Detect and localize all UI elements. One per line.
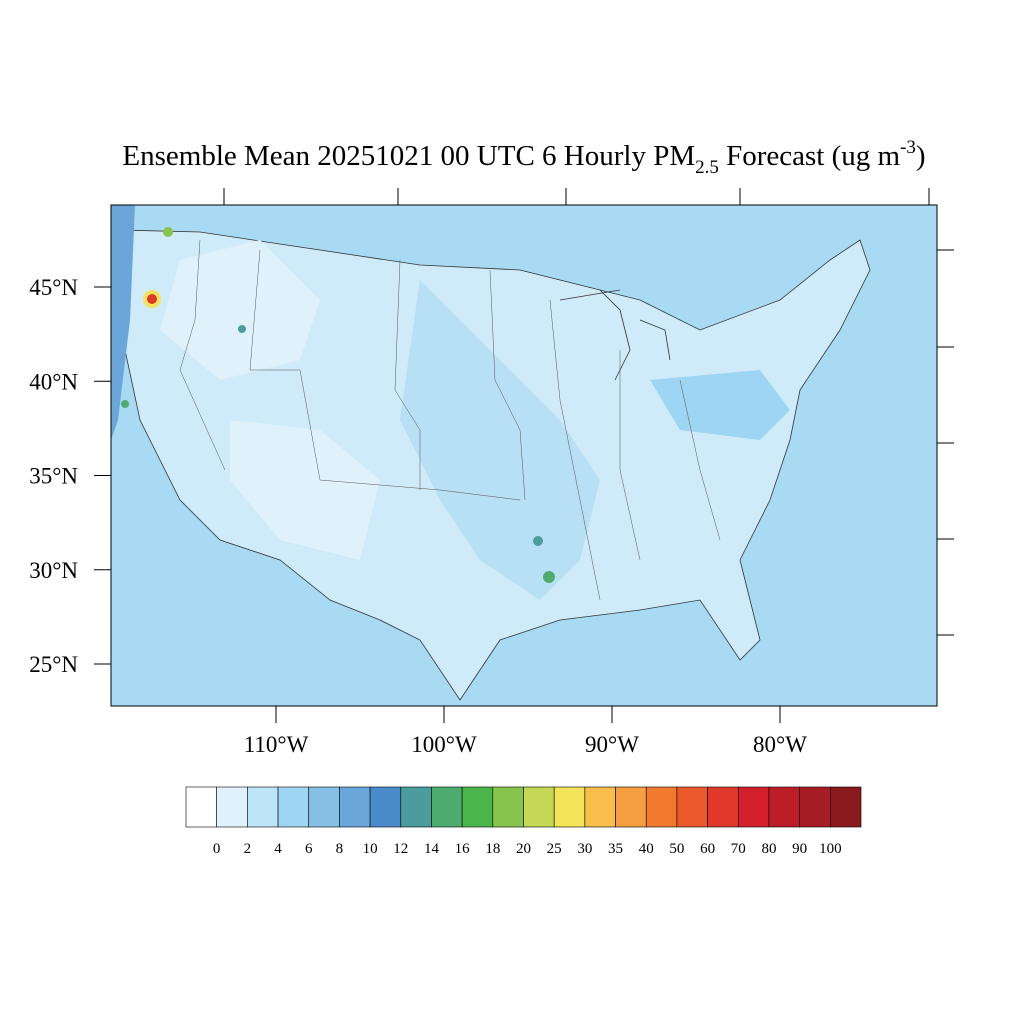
colorbar-label: 60 [700, 841, 715, 857]
colorbar-box [737, 786, 770, 828]
colorbar-label: 12 [393, 841, 408, 857]
colorbar-box [277, 786, 310, 828]
colorbar-box [676, 786, 708, 828]
colorbar-box [799, 786, 831, 828]
colorbar-box [369, 786, 402, 828]
colorbar-box [461, 786, 494, 828]
colorbar-label: 10 [363, 841, 378, 857]
colorbar-label: 0 [213, 841, 221, 857]
haze [650, 370, 790, 440]
colorbar-box [645, 786, 678, 828]
colorbar-label: 25 [547, 841, 562, 857]
fire [238, 325, 246, 333]
colorbar-label: 6 [305, 841, 313, 857]
lat-label: 45°N [29, 275, 78, 300]
colorbar-box [492, 786, 524, 828]
colorbar-label: 40 [639, 841, 654, 857]
colorbar-label: 90 [792, 841, 807, 857]
colorbar-label: 50 [669, 841, 684, 857]
colorbar-box [247, 786, 279, 828]
colorbar-label: 20 [516, 841, 531, 857]
state-lines [179, 239, 721, 601]
lat-label: 25°N [29, 652, 78, 677]
lat-label: 30°N [29, 558, 78, 583]
colorbar-label: 8 [336, 841, 344, 857]
fire [163, 227, 173, 237]
title-sup: -3 [900, 137, 916, 158]
colorbar-box [400, 786, 432, 828]
colorbar-box [216, 786, 248, 828]
lat-label: 40°N [29, 369, 78, 394]
frame-ticks [223, 188, 954, 636]
map-frame [110, 204, 938, 707]
colorbar-label: 70 [731, 841, 746, 857]
lat-label: 35°N [29, 464, 78, 489]
coast-plume [111, 205, 135, 440]
colorbar-label: 14 [424, 841, 440, 857]
fire [533, 536, 543, 546]
title: Ensemble Mean 20251021 00 UTC 6 Hourly P… [122, 137, 925, 178]
fire [121, 400, 129, 408]
colorbar-label: 100 [819, 841, 842, 857]
title-sub: 2.5 [695, 157, 719, 178]
title-end: ) [916, 140, 926, 172]
fire [147, 294, 157, 304]
colorbar-box [553, 786, 586, 828]
title-main: Ensemble Mean 20251021 00 UTC 6 Hourly P… [122, 140, 695, 172]
lon-label: 80°W [753, 732, 807, 757]
clean-area [230, 420, 380, 560]
lon-label: 110°W [244, 732, 309, 757]
colorbar-box [830, 786, 862, 828]
colorbar-box [339, 786, 371, 828]
colorbar-box [308, 786, 340, 828]
colorbar-box [615, 786, 647, 828]
colorbar-box [768, 786, 800, 828]
title-mid: Forecast (ug m [719, 140, 901, 172]
colorbar-label: 4 [274, 841, 282, 857]
colorbar-box [707, 786, 739, 828]
colorbar-label: 18 [485, 841, 500, 857]
clean-area [160, 240, 320, 380]
lon-label: 90°W [585, 732, 639, 757]
colorbar-label: 30 [577, 841, 592, 857]
colorbar-label: 16 [455, 841, 471, 857]
colorbar-label: 80 [761, 841, 776, 857]
colorbar-box [185, 786, 217, 828]
plume [400, 280, 600, 600]
fire [543, 571, 555, 583]
colorbar-label: 2 [244, 841, 252, 857]
colorbar-box [523, 786, 555, 828]
colorbar-box [431, 786, 463, 828]
colorbar-box [584, 786, 616, 828]
map-field [111, 205, 937, 706]
colorbar-label: 35 [608, 841, 623, 857]
lon-label: 100°W [411, 732, 477, 757]
lakes [559, 289, 671, 381]
